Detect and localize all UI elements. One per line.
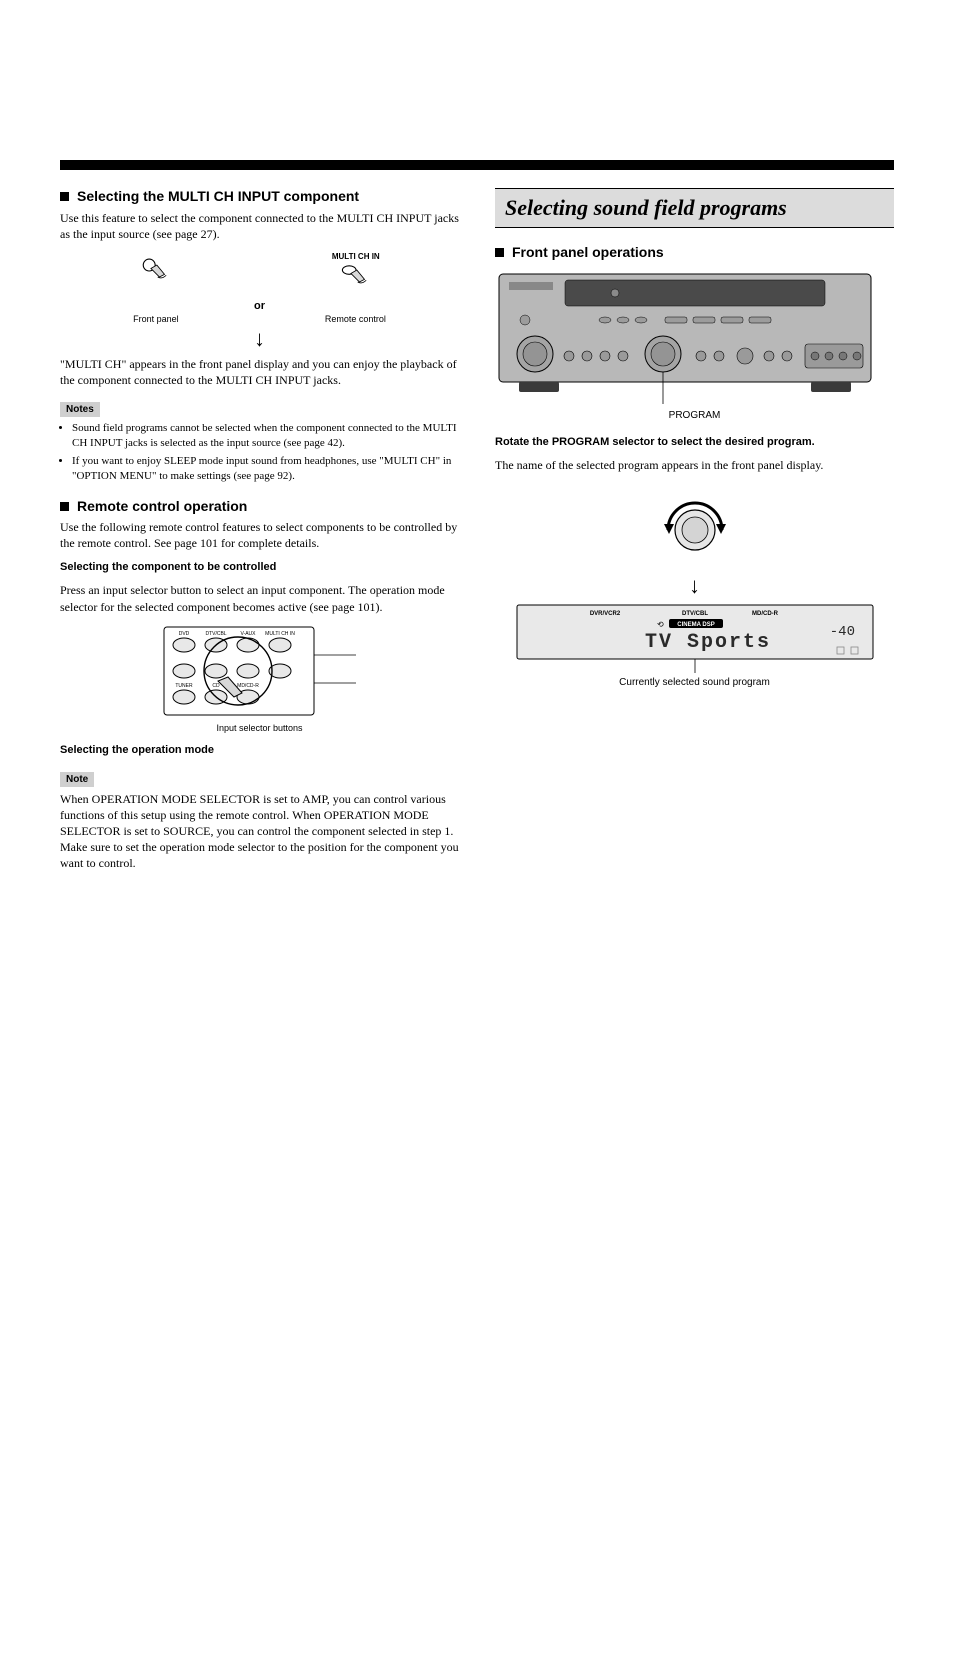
svg-text:CD: CD — [212, 683, 220, 689]
notes-badge: Notes — [60, 402, 100, 417]
notes-list: Sound field programs cannot be selected … — [72, 421, 459, 483]
note-badge: Note — [60, 772, 94, 787]
section-intro: Use this feature to select the component… — [60, 210, 459, 242]
section-title: Front panel operations — [512, 244, 664, 262]
right-column: Selecting sound field programs Front pan… — [495, 188, 894, 880]
display-top-label-c: DTV/CBL — [682, 611, 708, 617]
hand-press-icon — [139, 256, 173, 286]
icon-captions-row: Front panel Remote control — [60, 312, 459, 324]
op-mode-note: When OPERATION MODE SELECTOR is set to A… — [60, 791, 459, 872]
knob-instruction: Rotate the PROGRAM selector to select th… — [495, 435, 894, 450]
svg-text:MULTI CH IN: MULTI CH IN — [265, 631, 295, 637]
display-caption: Currently selected sound program — [495, 677, 894, 688]
display-top-label-r: MD/CD-R — [752, 611, 779, 617]
down-arrow-icon: ↓ — [60, 328, 459, 350]
hand-press-front — [139, 256, 173, 291]
two-column-layout: Selecting the MULTI CH INPUT component U… — [60, 188, 894, 880]
section-banner: Selecting sound field programs — [495, 188, 894, 228]
section-title: Selecting the MULTI CH INPUT component — [77, 188, 359, 206]
square-bullet-icon — [60, 502, 69, 511]
remote-ops-intro: Use the following remote control feature… — [60, 519, 459, 551]
section-heading-remote-ops: Remote control operation — [60, 498, 459, 516]
remote-buttons-figure: DVD DTV/CBL V-AUX MULTI CH IN TUNER CD M… — [160, 623, 360, 719]
section-title: Remote control operation — [77, 498, 247, 516]
rotate-knob-figure: ↓ — [495, 494, 894, 597]
down-arrow-icon: ↓ — [495, 575, 894, 597]
sub-heading-op-mode: Selecting the operation mode — [60, 743, 459, 758]
hand-icons-row: MULTI CH IN — [60, 252, 459, 296]
knob-result: The name of the selected program appears… — [495, 457, 894, 473]
program-knob-label: PROGRAM — [495, 410, 894, 421]
select-component-body: Press an input selector button to select… — [60, 582, 459, 614]
page-top-rule — [60, 160, 894, 170]
banner-title: Selecting sound field programs — [505, 195, 884, 221]
square-bullet-icon — [495, 248, 504, 257]
note-item: Sound field programs cannot be selected … — [72, 421, 459, 451]
section-heading-fp-ops: Front panel operations — [495, 244, 894, 262]
receiver-illustration — [495, 268, 875, 408]
remote-caption: Remote control — [325, 314, 386, 324]
or-label: or — [60, 300, 459, 312]
square-bullet-icon — [60, 192, 69, 201]
front-display-figure: DVR/VCR2 DTV/CBL MD/CD-R CINEMA DSP ⟲ TV… — [515, 603, 875, 675]
left-column: Selecting the MULTI CH INPUT component U… — [60, 188, 459, 880]
svg-text:TV Sports: TV Sports — [645, 631, 771, 654]
hand-press-icon — [339, 261, 373, 291]
multi-ch-result-text: "MULTI CH" appears in the front panel di… — [60, 356, 459, 388]
input-selector-caption: Input selector buttons — [60, 723, 459, 733]
svg-text:DVD: DVD — [178, 631, 189, 637]
svg-text:V-AUX: V-AUX — [240, 631, 256, 637]
svg-text:-40: -40 — [829, 624, 854, 640]
svg-text:MD/CD-R: MD/CD-R — [237, 683, 259, 689]
svg-text:⟲: ⟲ — [657, 620, 664, 629]
svg-text:TUNER: TUNER — [175, 683, 193, 689]
note-item: If you want to enjoy SLEEP mode input so… — [72, 454, 459, 484]
svg-text:DTV/CBL: DTV/CBL — [205, 631, 226, 637]
svg-text:CINEMA DSP: CINEMA DSP — [677, 622, 714, 628]
knob-rotate-icon — [650, 494, 740, 568]
hand-press-remote-wrap: MULTI CH IN — [332, 252, 380, 296]
front-panel-caption: Front panel — [133, 314, 179, 324]
display-top-label-l: DVR/VCR2 — [589, 611, 620, 617]
section-heading-multi-ch: Selecting the MULTI CH INPUT component — [60, 188, 459, 206]
sub-heading-select-component: Selecting the component to be controlled — [60, 560, 459, 575]
multi-ch-in-label: MULTI CH IN — [332, 252, 380, 261]
